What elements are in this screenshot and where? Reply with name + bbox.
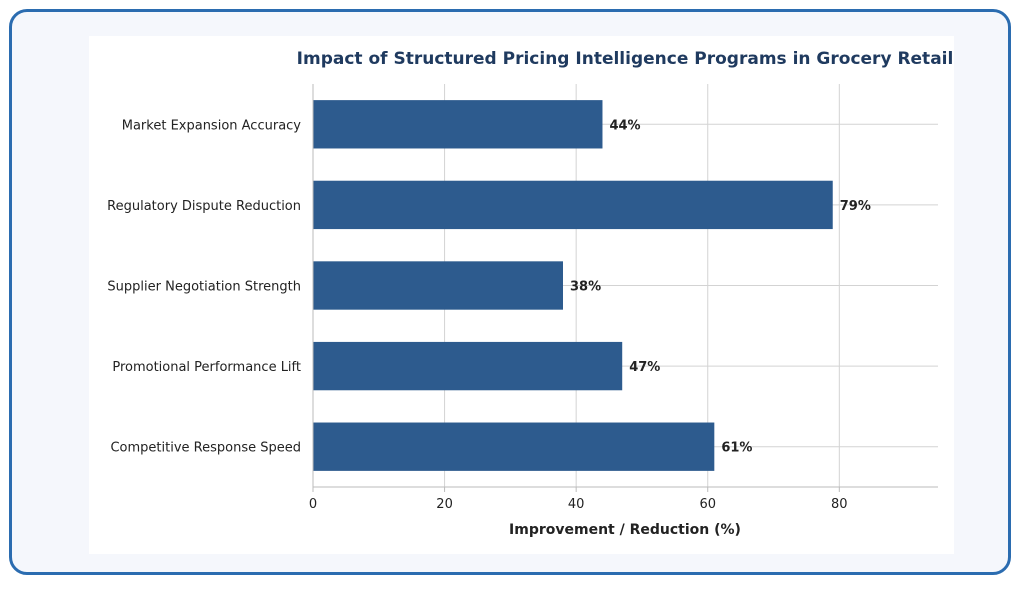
bar	[313, 261, 563, 310]
category-label: Competitive Response Speed	[110, 441, 301, 456]
bar	[313, 180, 833, 230]
category-label: Market Expansion Accuracy	[122, 118, 302, 133]
x-tick-label: 40	[568, 497, 585, 512]
bars	[313, 100, 833, 471]
data-label: 38%	[570, 280, 601, 295]
data-label: 61%	[721, 441, 752, 456]
x-tick-label: 60	[699, 497, 716, 512]
bar	[313, 341, 623, 391]
data-label: 44%	[609, 118, 640, 133]
chart-title: Impact of Structured Pricing Intelligenc…	[297, 49, 954, 69]
x-tick-label: 0	[309, 497, 317, 512]
category-label: Regulatory Dispute Reduction	[107, 199, 301, 214]
bar	[313, 422, 715, 471]
x-axis-title: Improvement / Reduction (%)	[509, 522, 741, 538]
x-tick-label: 20	[436, 497, 453, 512]
labels: 0 20 40 60 80 Market Expansion Accuracy 44% Reg…	[107, 118, 871, 512]
bar	[313, 100, 603, 149]
axes	[312, 84, 938, 492]
category-label: Supplier Negotiation Strength	[107, 280, 301, 295]
data-label: 79%	[840, 199, 871, 214]
category-label: Promotional Performance Lift	[112, 360, 301, 375]
data-label: 47%	[629, 360, 660, 375]
x-tick-label: 80	[831, 497, 848, 512]
